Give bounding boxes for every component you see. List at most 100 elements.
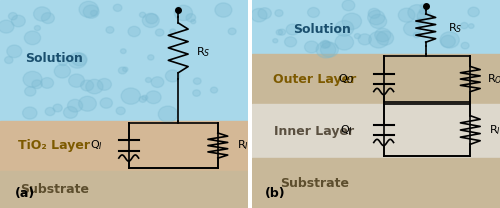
Circle shape [128,26,140,37]
Circle shape [118,67,126,74]
Circle shape [251,9,267,22]
Circle shape [53,104,62,112]
Text: (b): (b) [265,187,285,200]
Circle shape [41,78,54,88]
Circle shape [142,13,159,27]
Circle shape [461,42,469,49]
Circle shape [358,34,372,45]
Circle shape [0,20,14,33]
Circle shape [276,30,282,35]
Circle shape [121,88,141,104]
Circle shape [440,32,460,48]
Bar [0,121,248,171]
Circle shape [146,14,158,24]
Circle shape [78,96,96,111]
Circle shape [320,42,338,57]
Circle shape [304,41,318,53]
Circle shape [286,24,299,35]
Circle shape [68,53,86,68]
Circle shape [106,27,114,33]
Circle shape [210,87,218,93]
Circle shape [308,7,320,17]
Circle shape [42,13,54,24]
Text: R$_I$: R$_I$ [489,123,500,137]
Circle shape [140,12,145,17]
Circle shape [369,31,388,48]
Circle shape [120,49,126,53]
Circle shape [370,14,386,28]
Circle shape [354,33,360,39]
Text: R$_I$: R$_I$ [236,139,248,152]
Text: Q$_I$: Q$_I$ [90,139,103,152]
Text: (a): (a) [15,187,35,200]
Circle shape [34,26,40,31]
Circle shape [68,99,82,112]
Circle shape [116,107,125,115]
Circle shape [404,21,421,36]
Text: Substrate: Substrate [280,177,349,189]
Circle shape [142,95,148,100]
Circle shape [80,80,94,91]
Circle shape [194,78,201,84]
Circle shape [228,28,236,35]
Circle shape [398,8,415,22]
Circle shape [441,35,456,47]
Circle shape [368,8,380,19]
Circle shape [146,78,152,83]
Circle shape [408,5,426,20]
Text: TiO₂ Layer: TiO₂ Layer [18,139,90,152]
Text: Solution: Solution [26,52,84,65]
Bar [252,158,500,208]
Circle shape [275,10,283,16]
Circle shape [54,64,70,78]
Bar [0,0,248,121]
Circle shape [374,28,391,42]
Circle shape [170,29,176,34]
Circle shape [258,8,272,19]
Circle shape [376,31,394,45]
Circle shape [45,107,55,116]
Circle shape [139,96,146,102]
Circle shape [186,14,196,22]
Circle shape [146,91,161,104]
Circle shape [24,87,36,96]
Circle shape [23,71,42,87]
Bar [252,104,500,158]
Circle shape [416,18,424,25]
Circle shape [468,7,479,17]
Circle shape [368,10,385,25]
Text: R$_O$: R$_O$ [487,72,500,86]
Circle shape [68,74,84,87]
Text: Solution: Solution [293,23,350,36]
Text: Q$_O$: Q$_O$ [338,72,355,86]
Circle shape [151,77,164,87]
Circle shape [190,20,196,24]
Circle shape [158,106,178,122]
Text: Substrate: Substrate [20,183,89,196]
Circle shape [12,15,26,27]
Circle shape [468,24,474,28]
Circle shape [7,45,22,58]
Bar [252,54,500,104]
Text: Outer Layer: Outer Layer [272,73,356,85]
Text: Q$_I$: Q$_I$ [340,123,353,137]
Circle shape [193,90,200,96]
Circle shape [273,39,278,43]
Circle shape [166,70,180,82]
Circle shape [320,40,330,48]
Circle shape [72,53,87,66]
Circle shape [460,22,468,29]
Circle shape [24,31,40,45]
Circle shape [90,10,98,16]
Circle shape [414,32,420,38]
Circle shape [122,67,128,72]
Circle shape [215,3,232,17]
Circle shape [322,41,330,48]
Circle shape [34,7,50,21]
Circle shape [114,4,122,11]
Circle shape [316,42,336,58]
Text: R$_S$: R$_S$ [448,21,462,35]
Circle shape [156,29,164,36]
Circle shape [342,0,355,11]
Circle shape [419,9,426,14]
